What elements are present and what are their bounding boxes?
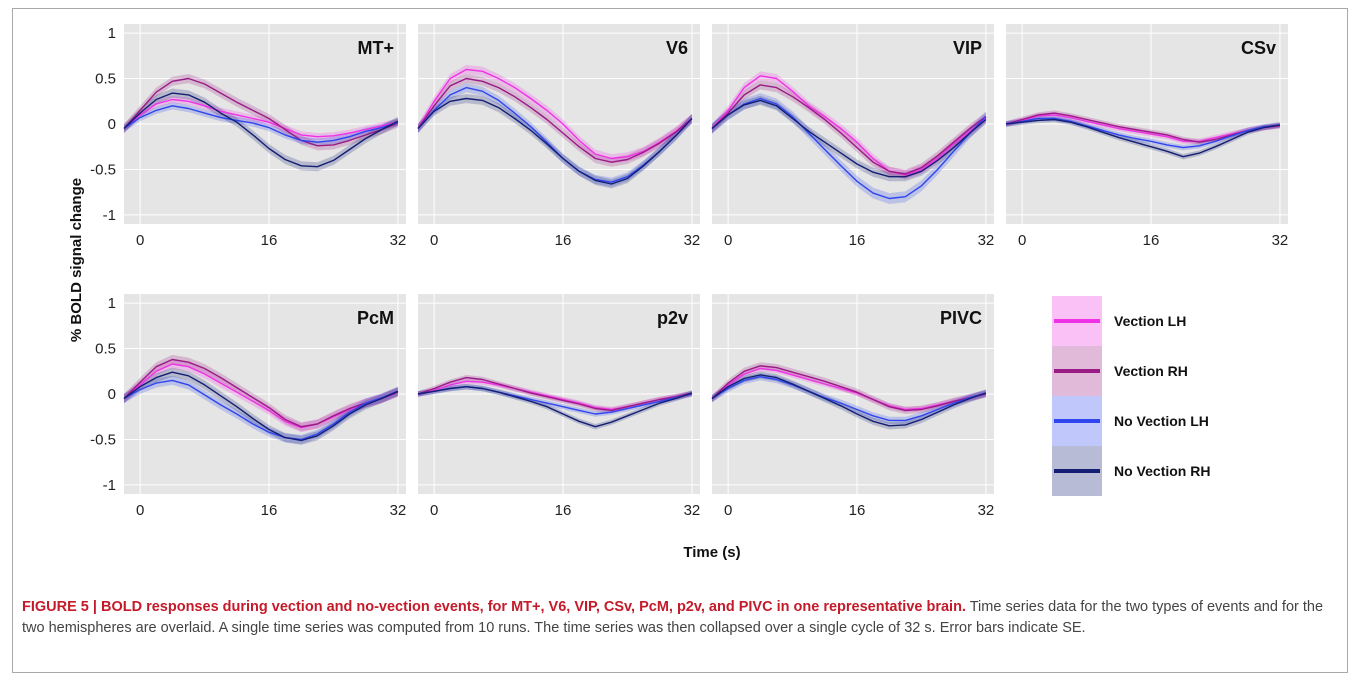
series-line-csv-no-vection-rh bbox=[1005, 118, 1281, 158]
x-tick-label: 16 bbox=[261, 232, 278, 249]
panel-title-v6: V6 bbox=[666, 38, 688, 58]
series-line-v6-no-vection-rh bbox=[417, 97, 693, 185]
se-band-v6-vection-lh bbox=[418, 64, 692, 164]
legend-label-vection-lh: Vection LH bbox=[1114, 313, 1186, 329]
series-line-pcm-vection-rh bbox=[123, 358, 399, 428]
series-line-vip-vection-lh bbox=[711, 75, 987, 176]
y-tick-label: -1 bbox=[103, 477, 116, 494]
series-line-vip-vection-rh bbox=[711, 84, 987, 175]
panel-title-vip: VIP bbox=[953, 38, 982, 58]
x-tick-label: 32 bbox=[390, 232, 407, 249]
series-line-pivc-no-vection-rh bbox=[711, 374, 987, 427]
x-tick-label: 0 bbox=[136, 232, 144, 249]
series-line-mtplus-vection-lh bbox=[123, 98, 399, 138]
y-tick-label: 1 bbox=[108, 295, 116, 312]
y-tick-label: 0 bbox=[108, 116, 116, 133]
legend-label-no-vection-rh: No Vection RH bbox=[1114, 463, 1210, 479]
series-line-pcm-no-vection-rh bbox=[123, 371, 399, 442]
panel-title-mtplus: MT+ bbox=[357, 38, 394, 58]
se-band-mtplus-vection-rh bbox=[124, 74, 398, 151]
x-tick-label: 32 bbox=[978, 232, 995, 249]
se-band-pivc-vection-rh bbox=[712, 362, 986, 414]
x-tick-label: 0 bbox=[136, 502, 144, 519]
series-line-vip-no-vection-lh bbox=[711, 97, 987, 200]
y-tick-label: -0.5 bbox=[90, 161, 116, 178]
x-tick-label: 0 bbox=[724, 232, 732, 249]
series-line-pcm-vection-lh bbox=[123, 363, 399, 429]
panel-title-csv: CSv bbox=[1241, 38, 1276, 58]
x-tick-label: 0 bbox=[430, 232, 438, 249]
legend-label-vection-rh: Vection RH bbox=[1114, 363, 1188, 379]
y-tick-label: 0.5 bbox=[95, 71, 116, 88]
panel-v6: V6 0 16 32 bbox=[417, 24, 701, 249]
x-tick-label: 32 bbox=[978, 502, 995, 519]
y-tick-label: -0.5 bbox=[90, 431, 116, 448]
legend: Vection LH Vection RH No Vection LH No Vect… bbox=[1052, 296, 1210, 496]
caption-text: Time series data for the two types of ev… bbox=[22, 599, 1324, 636]
series-line-v6-vection-rh bbox=[417, 77, 693, 163]
se-band-pcm-no-vection-rh bbox=[124, 367, 398, 445]
y-axis-title: % BOLD signal change bbox=[68, 178, 85, 342]
series-line-vip-no-vection-rh bbox=[711, 99, 987, 178]
series-line-csv-no-vection-lh bbox=[1005, 117, 1280, 149]
series-line-mtplus-no-vection-rh bbox=[123, 92, 399, 168]
se-band-vip-no-vection-lh bbox=[712, 93, 986, 204]
y-tick-label: -1 bbox=[103, 207, 116, 224]
panel-title-pcm: PcM bbox=[357, 308, 394, 328]
series-line-mtplus-vection-rh bbox=[123, 77, 399, 147]
x-tick-label: 0 bbox=[724, 502, 732, 519]
series-line-pcm-no-vection-lh bbox=[123, 379, 399, 441]
x-tick-label: 16 bbox=[849, 232, 866, 249]
figure-label: FIGURE 5 | BOLD responses during vection… bbox=[22, 599, 966, 615]
panel-pivc: PIVC 0 16 32 bbox=[711, 294, 995, 519]
se-band-vip-no-vection-rh bbox=[712, 95, 986, 182]
panel-pcm: PcM 0 16 32 1 0.5 0 -0.5 -1 bbox=[90, 294, 406, 519]
se-band-v6-no-vection-rh bbox=[418, 94, 692, 189]
series-line-pivc-vection-lh bbox=[711, 367, 987, 411]
figure-frame bbox=[12, 8, 1348, 673]
x-tick-label: 32 bbox=[390, 502, 407, 519]
x-tick-label: 16 bbox=[261, 502, 278, 519]
x-tick-label: 16 bbox=[555, 502, 572, 519]
y-tick-label: 0.5 bbox=[95, 341, 116, 358]
series-line-pivc-vection-rh bbox=[711, 365, 987, 412]
x-tick-label: 0 bbox=[1018, 232, 1026, 249]
panel-csv: CSv 0 16 32 bbox=[1005, 24, 1289, 249]
series-line-pivc-no-vection-lh bbox=[711, 376, 987, 422]
x-tick-label: 16 bbox=[1143, 232, 1160, 249]
series-line-csv-vection-lh bbox=[1005, 114, 1280, 143]
x-tick-label: 32 bbox=[1272, 232, 1289, 249]
panel-title-p2v: p2v bbox=[657, 308, 688, 328]
x-tick-label: 32 bbox=[684, 232, 701, 249]
legend-label-no-vection-lh: No Vection LH bbox=[1114, 413, 1209, 429]
series-line-p2v-vection-rh bbox=[417, 376, 693, 412]
x-tick-label: 16 bbox=[849, 502, 866, 519]
panel-vip: VIP 0 16 32 bbox=[711, 24, 995, 249]
se-band-mtplus-vection-lh bbox=[124, 95, 398, 141]
se-band-p2v-no-vection-lh bbox=[418, 384, 692, 417]
se-band-csv-vection-lh bbox=[1006, 112, 1280, 144]
series-line-csv-vection-rh bbox=[1005, 112, 1280, 143]
se-band-mtplus-no-vection-lh bbox=[124, 102, 398, 146]
x-axis-title: Time (s) bbox=[683, 544, 740, 561]
series-line-p2v-no-vection-rh bbox=[417, 386, 693, 428]
x-tick-label: 0 bbox=[430, 502, 438, 519]
x-tick-label: 32 bbox=[684, 502, 701, 519]
y-tick-label: 0 bbox=[108, 386, 116, 403]
series-line-v6-vection-lh bbox=[417, 68, 693, 160]
panel-mtplus: MT+ 0 16 32 1 0.5 0 -0.5 -1 bbox=[90, 24, 406, 249]
figure-caption: FIGURE 5 | BOLD responses during vection… bbox=[22, 597, 1338, 639]
panel-title-pivc: PIVC bbox=[940, 308, 982, 328]
chart-canvas: MT+ 0 16 32 1 0.5 0 -0.5 -1 V6 0 16 32 VIP 0 16 32 CSv 0 16… bbox=[68, 24, 1289, 561]
panel-p2v: p2v 0 16 32 bbox=[417, 294, 701, 519]
y-tick-label: 1 bbox=[108, 25, 116, 42]
se-band-p2v-vection-lh bbox=[418, 378, 692, 413]
series-line-mtplus-no-vection-lh bbox=[123, 105, 399, 143]
x-tick-label: 16 bbox=[555, 232, 572, 249]
